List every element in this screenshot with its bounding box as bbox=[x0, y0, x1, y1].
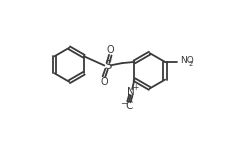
Text: NO: NO bbox=[180, 56, 193, 65]
Text: C: C bbox=[125, 101, 133, 111]
Text: O: O bbox=[100, 76, 108, 87]
Text: −: − bbox=[120, 99, 127, 108]
Text: 2: 2 bbox=[189, 61, 193, 67]
Text: N: N bbox=[127, 87, 135, 97]
Text: S: S bbox=[104, 60, 111, 72]
Text: +: + bbox=[132, 83, 139, 92]
Text: O: O bbox=[106, 45, 114, 55]
